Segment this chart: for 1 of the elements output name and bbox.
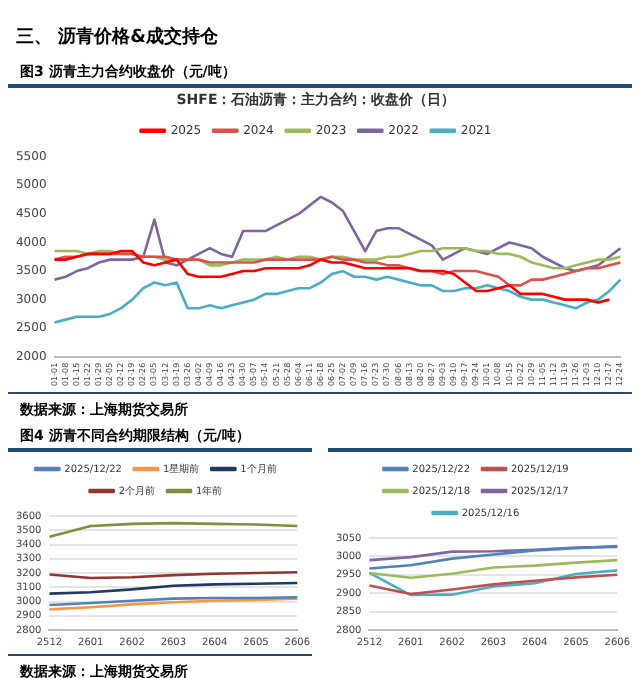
text: 三、 沥青价格&成交持仓: [14, 24, 220, 52]
